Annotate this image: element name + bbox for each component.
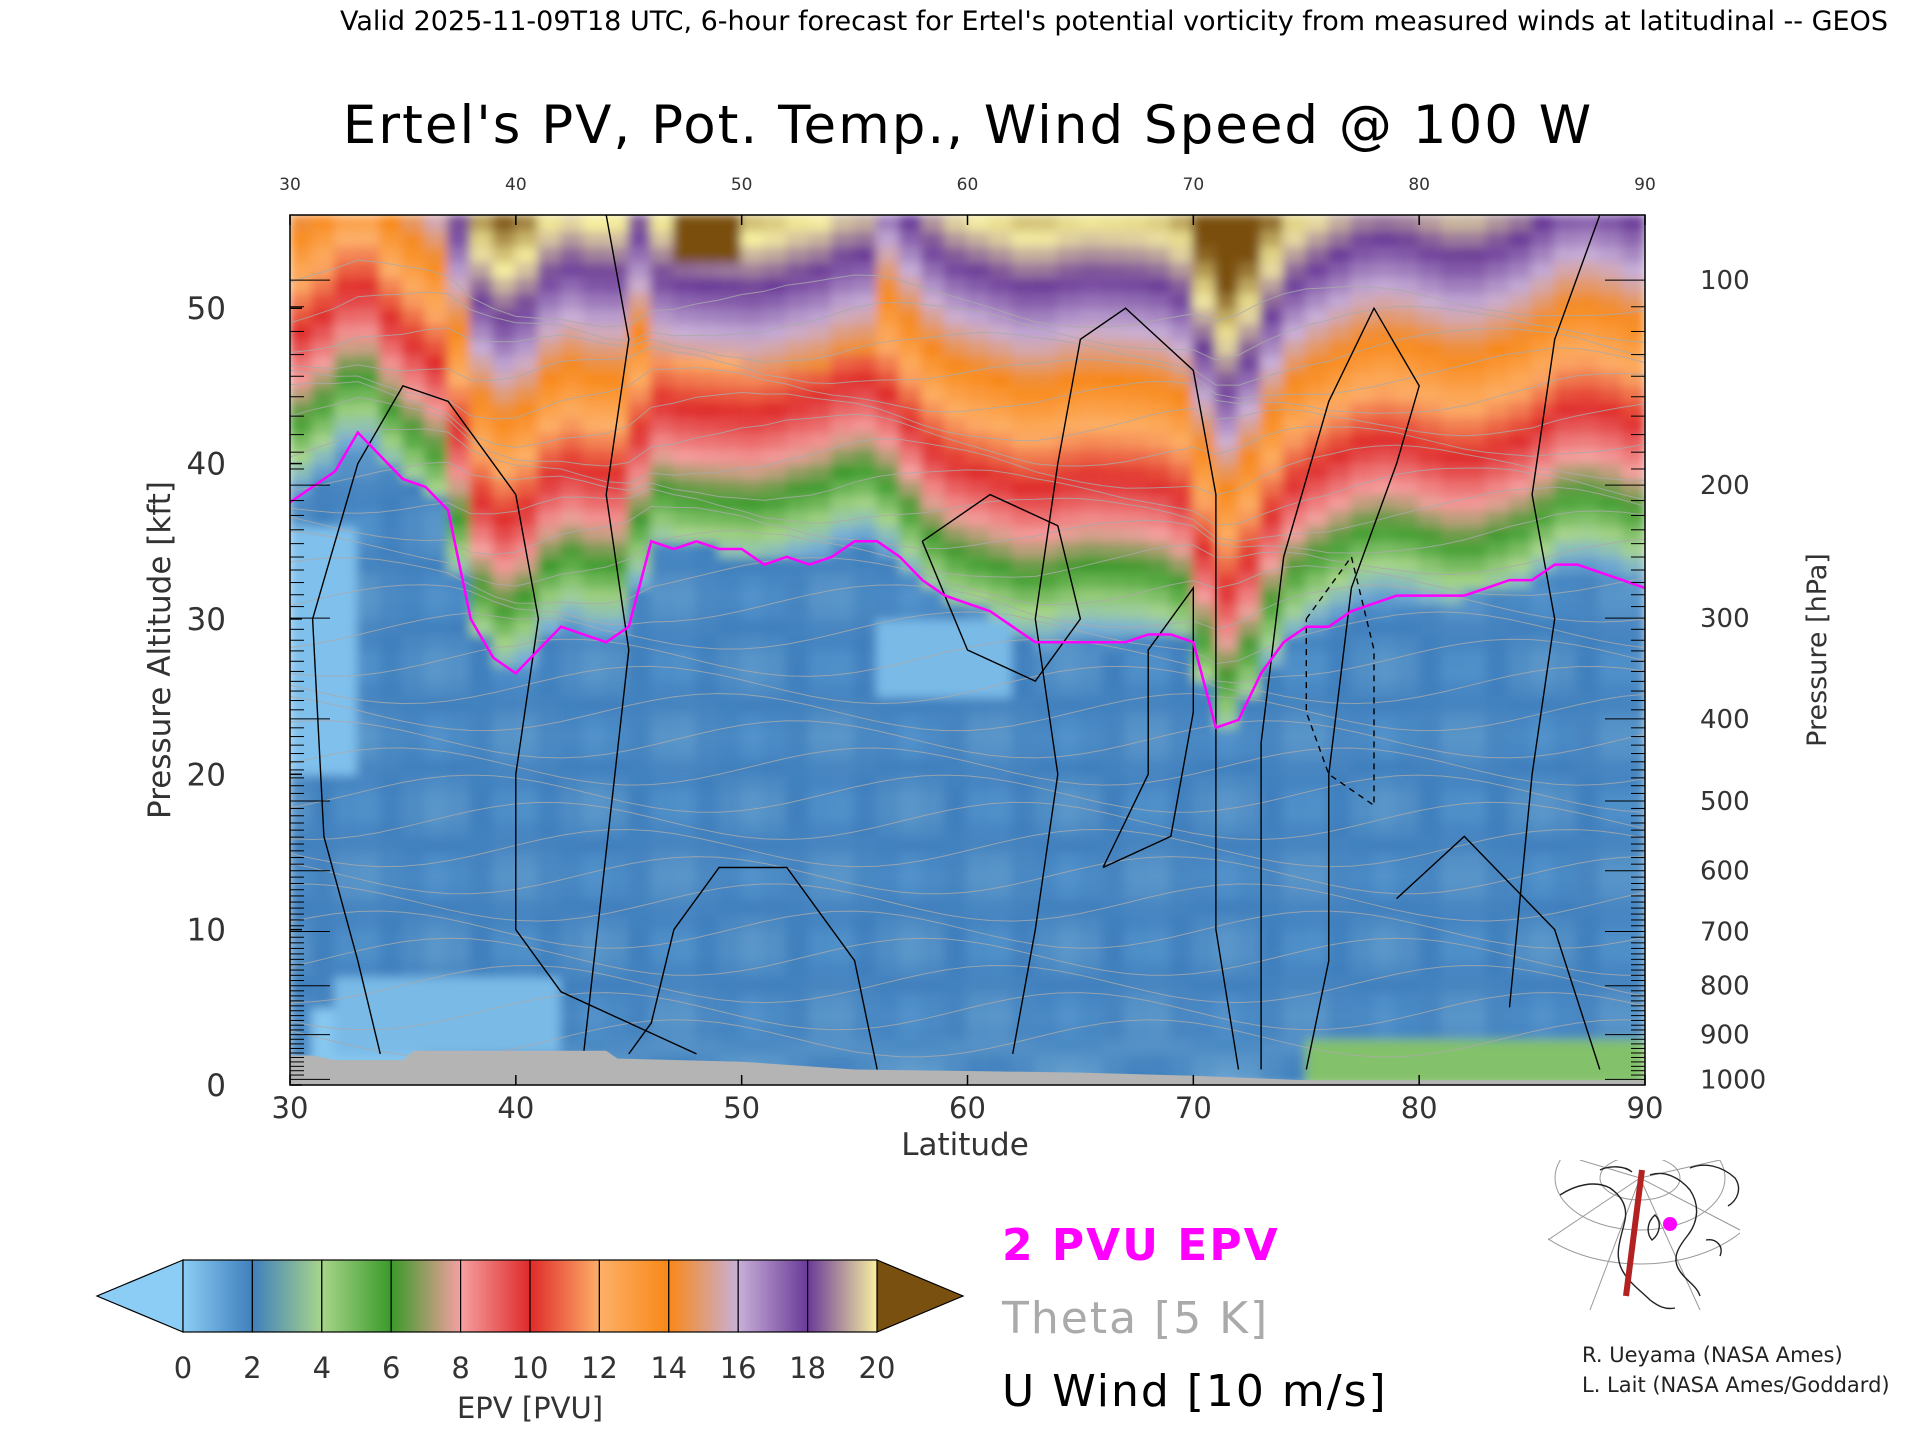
x-tick-label-top: 80 <box>1408 175 1430 195</box>
y-tick-label: 0 <box>206 1068 226 1104</box>
x-tick-label-top: 90 <box>1634 175 1656 195</box>
x-tick-label: 40 <box>497 1091 534 1125</box>
x-tick-label: 90 <box>1627 1091 1664 1125</box>
epv-field <box>290 215 1645 1085</box>
pressure-tick-label: 700 <box>1700 918 1750 948</box>
colorbar-tick-label: 0 <box>174 1351 192 1385</box>
colorbar-tick-label: 16 <box>720 1351 757 1385</box>
x-tick-label: 80 <box>1401 1091 1438 1125</box>
colorbar-segment <box>668 1259 739 1333</box>
section-track <box>1623 1169 1645 1297</box>
y-tick-label: 10 <box>187 913 226 949</box>
colorbar-segment <box>251 1259 323 1333</box>
pressure-tick-label: 900 <box>1700 1021 1750 1051</box>
legend-uwind: U Wind [10 m/s] <box>1002 1366 1388 1417</box>
y-axis-label: Pressure Altitude [kft] <box>142 481 178 819</box>
y-tick-label: 40 <box>187 447 226 483</box>
location-marker <box>1663 1217 1677 1231</box>
colorbar-segment <box>390 1259 462 1333</box>
pressure-tick-label: 1000 <box>1700 1065 1766 1095</box>
header-text: Valid 2025-11-09T18 UTC, 6-hour forecast… <box>340 6 1888 37</box>
colorbar-tick-label: 12 <box>581 1351 618 1385</box>
legend-epv: 2 PVU EPV <box>1002 1220 1280 1271</box>
u-wind-contours <box>311 215 1601 1070</box>
colorbar-tick-label: 20 <box>859 1351 896 1385</box>
colorbar-tick-label: 8 <box>451 1351 469 1385</box>
colorbar-segment <box>529 1259 601 1333</box>
theta-contours <box>290 259 1645 1058</box>
legend: 2 PVU EPV Theta [5 K] U Wind [10 m/s] <box>1001 1220 1388 1417</box>
legend-theta: Theta [5 K] <box>1001 1293 1269 1344</box>
y-axis-right-label: Pressure [hPa] <box>1802 553 1833 747</box>
x-tick-label-top: 30 <box>279 175 301 195</box>
axes: 3030404050506060707080809090010203040501… <box>187 175 1767 1125</box>
x-tick-label: 70 <box>1175 1091 1212 1125</box>
pressure-tick-label: 800 <box>1700 972 1750 1002</box>
x-tick-label: 30 <box>272 1091 309 1125</box>
colorbar-tick-label: 4 <box>313 1351 331 1385</box>
pressure-tick-label: 400 <box>1700 705 1750 735</box>
colorbar-segment <box>598 1259 670 1333</box>
plot-area <box>290 215 1645 1085</box>
colorbar-tick-label: 14 <box>650 1351 687 1385</box>
colorbar-tick-label: 2 <box>243 1351 261 1385</box>
colorbar-tick-label: 6 <box>382 1351 400 1385</box>
colorbar-segment <box>737 1259 809 1333</box>
credit-line-1: R. Ueyama (NASA Ames) <box>1582 1343 1843 1367</box>
y-tick-label: 50 <box>187 291 226 327</box>
y-tick-label: 30 <box>187 602 226 638</box>
pressure-tick-label: 100 <box>1700 266 1750 296</box>
x-tick-label-top: 70 <box>1183 175 1205 195</box>
x-axis-label: Latitude <box>901 1127 1029 1163</box>
x-tick-label: 60 <box>949 1091 986 1125</box>
colorbar-segment <box>806 1259 878 1333</box>
pressure-tick-label: 200 <box>1700 471 1750 501</box>
chart-title: Ertel's PV, Pot. Temp., Wind Speed @ 100… <box>343 95 1593 156</box>
x-tick-label: 50 <box>723 1091 760 1125</box>
colorbar-tick-label: 18 <box>789 1351 826 1385</box>
terrain-mask <box>290 1050 1645 1085</box>
colorbar-under <box>95 1259 184 1333</box>
colorbar-segment <box>460 1259 531 1333</box>
colorbar-label: EPV [PVU] <box>457 1391 603 1425</box>
pressure-tick-label: 300 <box>1700 604 1750 634</box>
map-inset <box>1548 1160 1740 1310</box>
colorbar-segment <box>321 1259 392 1333</box>
y-tick-label: 20 <box>187 757 226 793</box>
colorbar-segment <box>182 1259 254 1333</box>
credit-line-2: L. Lait (NASA Ames/Goddard) <box>1582 1373 1890 1397</box>
colorbar-over <box>876 1259 965 1333</box>
pressure-tick-label: 600 <box>1700 857 1750 887</box>
pressure-tick-label: 500 <box>1700 787 1750 817</box>
x-tick-label-top: 50 <box>731 175 753 195</box>
x-tick-label-top: 40 <box>505 175 527 195</box>
colorbar-tick-label: 10 <box>512 1351 549 1385</box>
epv-2pvu-contour <box>290 430 1645 730</box>
x-tick-label-top: 60 <box>957 175 979 195</box>
epv-colorbar: 0 2 4 6 8 10 12 14 16 18 20 <box>95 1259 965 1385</box>
